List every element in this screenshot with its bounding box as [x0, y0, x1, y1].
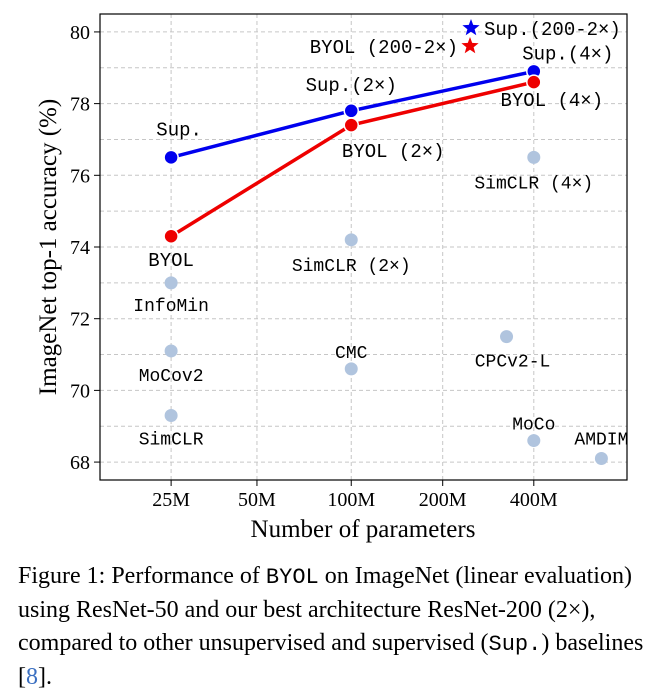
- y-tick-label: 76: [70, 165, 90, 187]
- accuracy-vs-parameters-chart: 25M 50M 100M 200M 400M 68 70 72 74 76 78 80 InfoMi…: [35, 13, 628, 543]
- baseline-point: [164, 344, 178, 358]
- baseline-label: CMC: [335, 344, 368, 364]
- caption-code-byol: BYOL: [265, 565, 319, 590]
- baseline-point: [527, 434, 541, 448]
- x-axis-ticks: 25M 50M 100M 200M 400M: [152, 480, 558, 511]
- y-axis-label: ImageNet top-1 accuracy (%): [35, 99, 62, 395]
- series-point-label: BYOL: [148, 250, 194, 272]
- series-points: [163, 63, 542, 244]
- x-tick-label: 400M: [510, 489, 558, 511]
- baseline-label: MoCov2: [139, 367, 204, 387]
- baseline-point: [344, 362, 358, 376]
- baseline-label: InfoMin: [133, 297, 209, 317]
- caption-code-sup: Sup.: [488, 632, 542, 657]
- baseline-label: AMDIM: [574, 430, 628, 450]
- x-tick-label: 50M: [238, 489, 276, 511]
- caption-reference-link[interactable]: 8: [26, 664, 38, 690]
- x-tick-label: 100M: [327, 489, 375, 511]
- y-tick-label: 78: [70, 94, 90, 116]
- legend-star-icon: [462, 19, 480, 36]
- series-point-label: Sup.: [156, 119, 202, 141]
- y-axis-ticks: 68 70 72 74 76 78 80: [70, 22, 100, 474]
- baseline-label: SimCLR: [139, 430, 204, 450]
- y-tick-label: 80: [70, 22, 90, 44]
- grid-lines: [100, 14, 627, 480]
- baseline-point: [164, 408, 178, 422]
- series-point: [163, 149, 179, 166]
- series-point: [526, 74, 542, 90]
- legend-label: BYOL (200-2×): [310, 37, 458, 59]
- legend-star-icon: [461, 37, 479, 54]
- y-tick-label: 68: [70, 452, 90, 474]
- baseline-point: [164, 276, 178, 290]
- caption-text-3: ) baselines [: [18, 630, 644, 690]
- x-tick-label: 200M: [419, 489, 467, 511]
- baseline-label: SimCLR (4×): [474, 174, 593, 194]
- baseline-label: CPCv2-L: [475, 353, 551, 373]
- baseline-point: [500, 330, 514, 344]
- legend-label: Sup.(200-2×): [484, 19, 621, 41]
- x-axis-label: Number of parameters: [251, 516, 476, 543]
- baseline-point: [344, 233, 358, 247]
- figure-caption: Figure 1: Performance of BYOL on ImageNe…: [18, 560, 652, 694]
- caption-text-1: Figure 1: Performance of: [18, 563, 266, 589]
- baseline-label: MoCo: [512, 416, 555, 436]
- baseline-points: [164, 150, 608, 465]
- legend: Sup.(200-2×) BYOL (200-2×): [310, 19, 621, 59]
- y-tick-label: 72: [70, 309, 90, 331]
- caption-text-2: on ImageNet (linear evaluation) using Re…: [18, 563, 632, 656]
- series-point: [163, 228, 179, 244]
- y-tick-label: 74: [70, 237, 90, 259]
- baseline-point: [527, 150, 541, 164]
- caption-text-4: ].: [38, 664, 52, 690]
- series-point: [343, 103, 359, 119]
- baseline-label: SimCLR (2×): [292, 257, 411, 277]
- x-tick-label: 25M: [152, 489, 190, 511]
- series-point-label: BYOL (4×): [500, 90, 603, 112]
- point-labels: InfoMin MoCov2 SimCLR SimCLR (2×) CMC SimCLR …: [133, 43, 628, 450]
- series-point-label: Sup.(2×): [306, 75, 397, 97]
- series-point-label: BYOL (2×): [342, 141, 445, 163]
- baseline-point: [594, 451, 608, 465]
- series-point: [343, 117, 359, 133]
- y-tick-label: 70: [70, 380, 90, 402]
- series-point-label: Sup.(4×): [522, 43, 613, 65]
